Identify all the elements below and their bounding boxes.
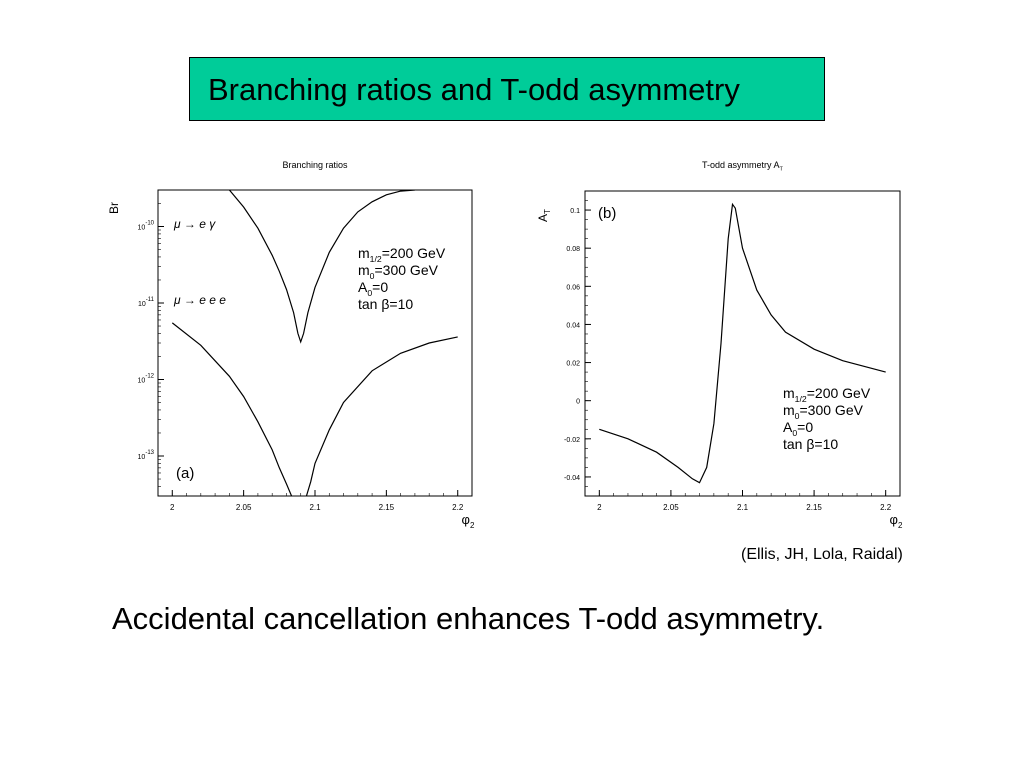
panel-label: (b) xyxy=(598,205,616,222)
slide-title: Branching ratios and T-odd asymmetry xyxy=(208,72,740,107)
slide-caption: Accidental cancellation enhances T-odd a… xyxy=(112,601,825,636)
parameter-line: A0=0 xyxy=(358,279,388,298)
curve-annotation: μ → e γ xyxy=(173,217,216,231)
y-tick-label: 0.08 xyxy=(566,246,580,253)
y-tick-label: -0.02 xyxy=(564,437,580,444)
branching-ratio-chart: Branching ratios 2 2.05 2.1 2.15 2.2 10-13 10-1… xyxy=(107,160,475,530)
parameter-line: m1/2=200 GeV xyxy=(358,245,446,264)
x-axis-label: φ2 xyxy=(462,512,475,530)
x-tick-label: 2.1 xyxy=(309,503,321,512)
y-tick-label: 10-10 xyxy=(138,220,155,231)
curve-annotation: μ → e e e xyxy=(173,293,226,307)
plot-frame xyxy=(584,190,901,497)
y-tick-label: 0.1 xyxy=(570,208,580,215)
y-tick-label: 10-11 xyxy=(138,297,155,308)
x-tick-label: 2.2 xyxy=(452,503,464,512)
x-tick-label: 2.05 xyxy=(236,503,252,512)
x-tick-label: 2.1 xyxy=(737,503,749,512)
x-tick-label: 2 xyxy=(597,503,602,512)
parameter-line: tan β=10 xyxy=(783,436,838,452)
y-tick-label: -0.04 xyxy=(564,475,580,482)
parameter-line: m0=300 GeV xyxy=(358,262,439,281)
y-tick-label: 10-12 xyxy=(138,373,155,384)
series-line-2 xyxy=(171,322,458,496)
parameter-line: tan β=10 xyxy=(358,296,413,312)
series-line-1 xyxy=(228,190,415,344)
y-axis-label: AT xyxy=(536,209,552,222)
y-tick-label: 0 xyxy=(576,399,580,406)
parameter-line: m1/2=200 GeV xyxy=(783,385,871,404)
parameter-line: A0=0 xyxy=(783,419,813,438)
x-tick-label: 2.15 xyxy=(806,503,822,512)
y-tick-label: 0.06 xyxy=(566,284,580,291)
y-axis-label: Br xyxy=(107,202,121,214)
slide-title-box: Branching ratios and T-odd asymmetry xyxy=(189,57,825,121)
citation: (Ellis, JH, Lola, Raidal) xyxy=(741,546,903,563)
y-tick-label: 10-13 xyxy=(138,450,155,461)
plot-frame xyxy=(157,189,473,497)
panel-label: (a) xyxy=(176,465,194,482)
x-axis-label: φ2 xyxy=(890,512,903,530)
x-tick-label: 2 xyxy=(170,503,175,512)
x-tick-label: 2.05 xyxy=(663,503,679,512)
t-odd-asymmetry-chart: T-odd asymmetry AT 2 2.05 2.1 2.15 2.2 -0.04 -0… xyxy=(536,160,903,530)
y-tick-label: 0.04 xyxy=(566,322,580,329)
series-line-1 xyxy=(599,202,886,484)
y-tick-label: 0.02 xyxy=(566,361,580,368)
x-tick-label: 2.15 xyxy=(379,503,395,512)
chart-title: Branching ratios xyxy=(282,160,348,170)
parameter-line: m0=300 GeV xyxy=(783,402,864,421)
chart-title: T-odd asymmetry AT xyxy=(702,160,784,173)
x-tick-label: 2.2 xyxy=(880,503,892,512)
